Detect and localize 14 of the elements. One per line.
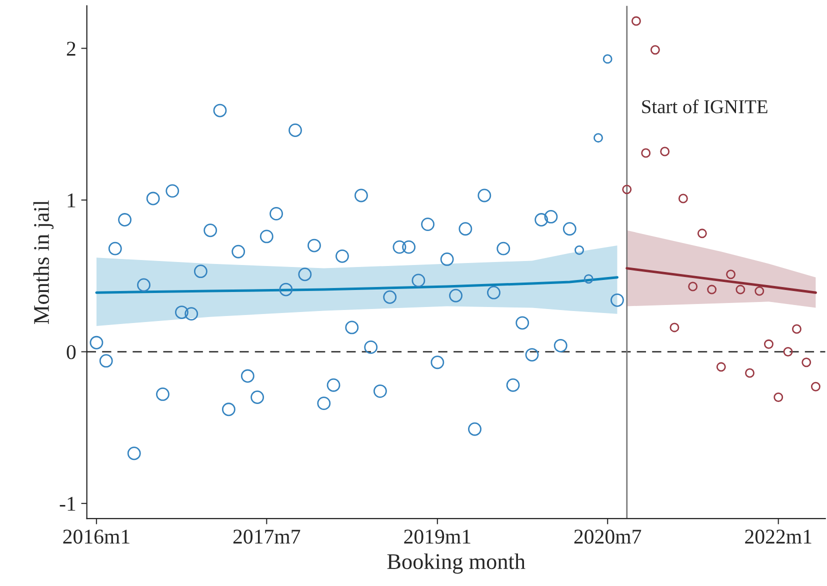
y-axis-title: Months in jail [33,200,54,324]
line-series [95,276,618,294]
y-tick-label: 2 [66,42,76,56]
ref-line-label: Start of IGNITE [642,99,768,114]
x-tick-label: 2022m1 [745,530,812,544]
x-tick-label: 2017m7 [233,530,300,544]
y-tick-label: 0 [66,345,76,360]
x-tick-label: 2019m1 [404,530,470,544]
x-tick-label: 2016m1 [63,530,130,544]
y-tick-label: -1 [60,496,76,511]
x-axis-title: Booking month [387,553,526,574]
x-tick-label: 2020m7 [574,530,642,544]
y-tick-label: 1 [68,194,76,208]
line-series [626,267,817,294]
